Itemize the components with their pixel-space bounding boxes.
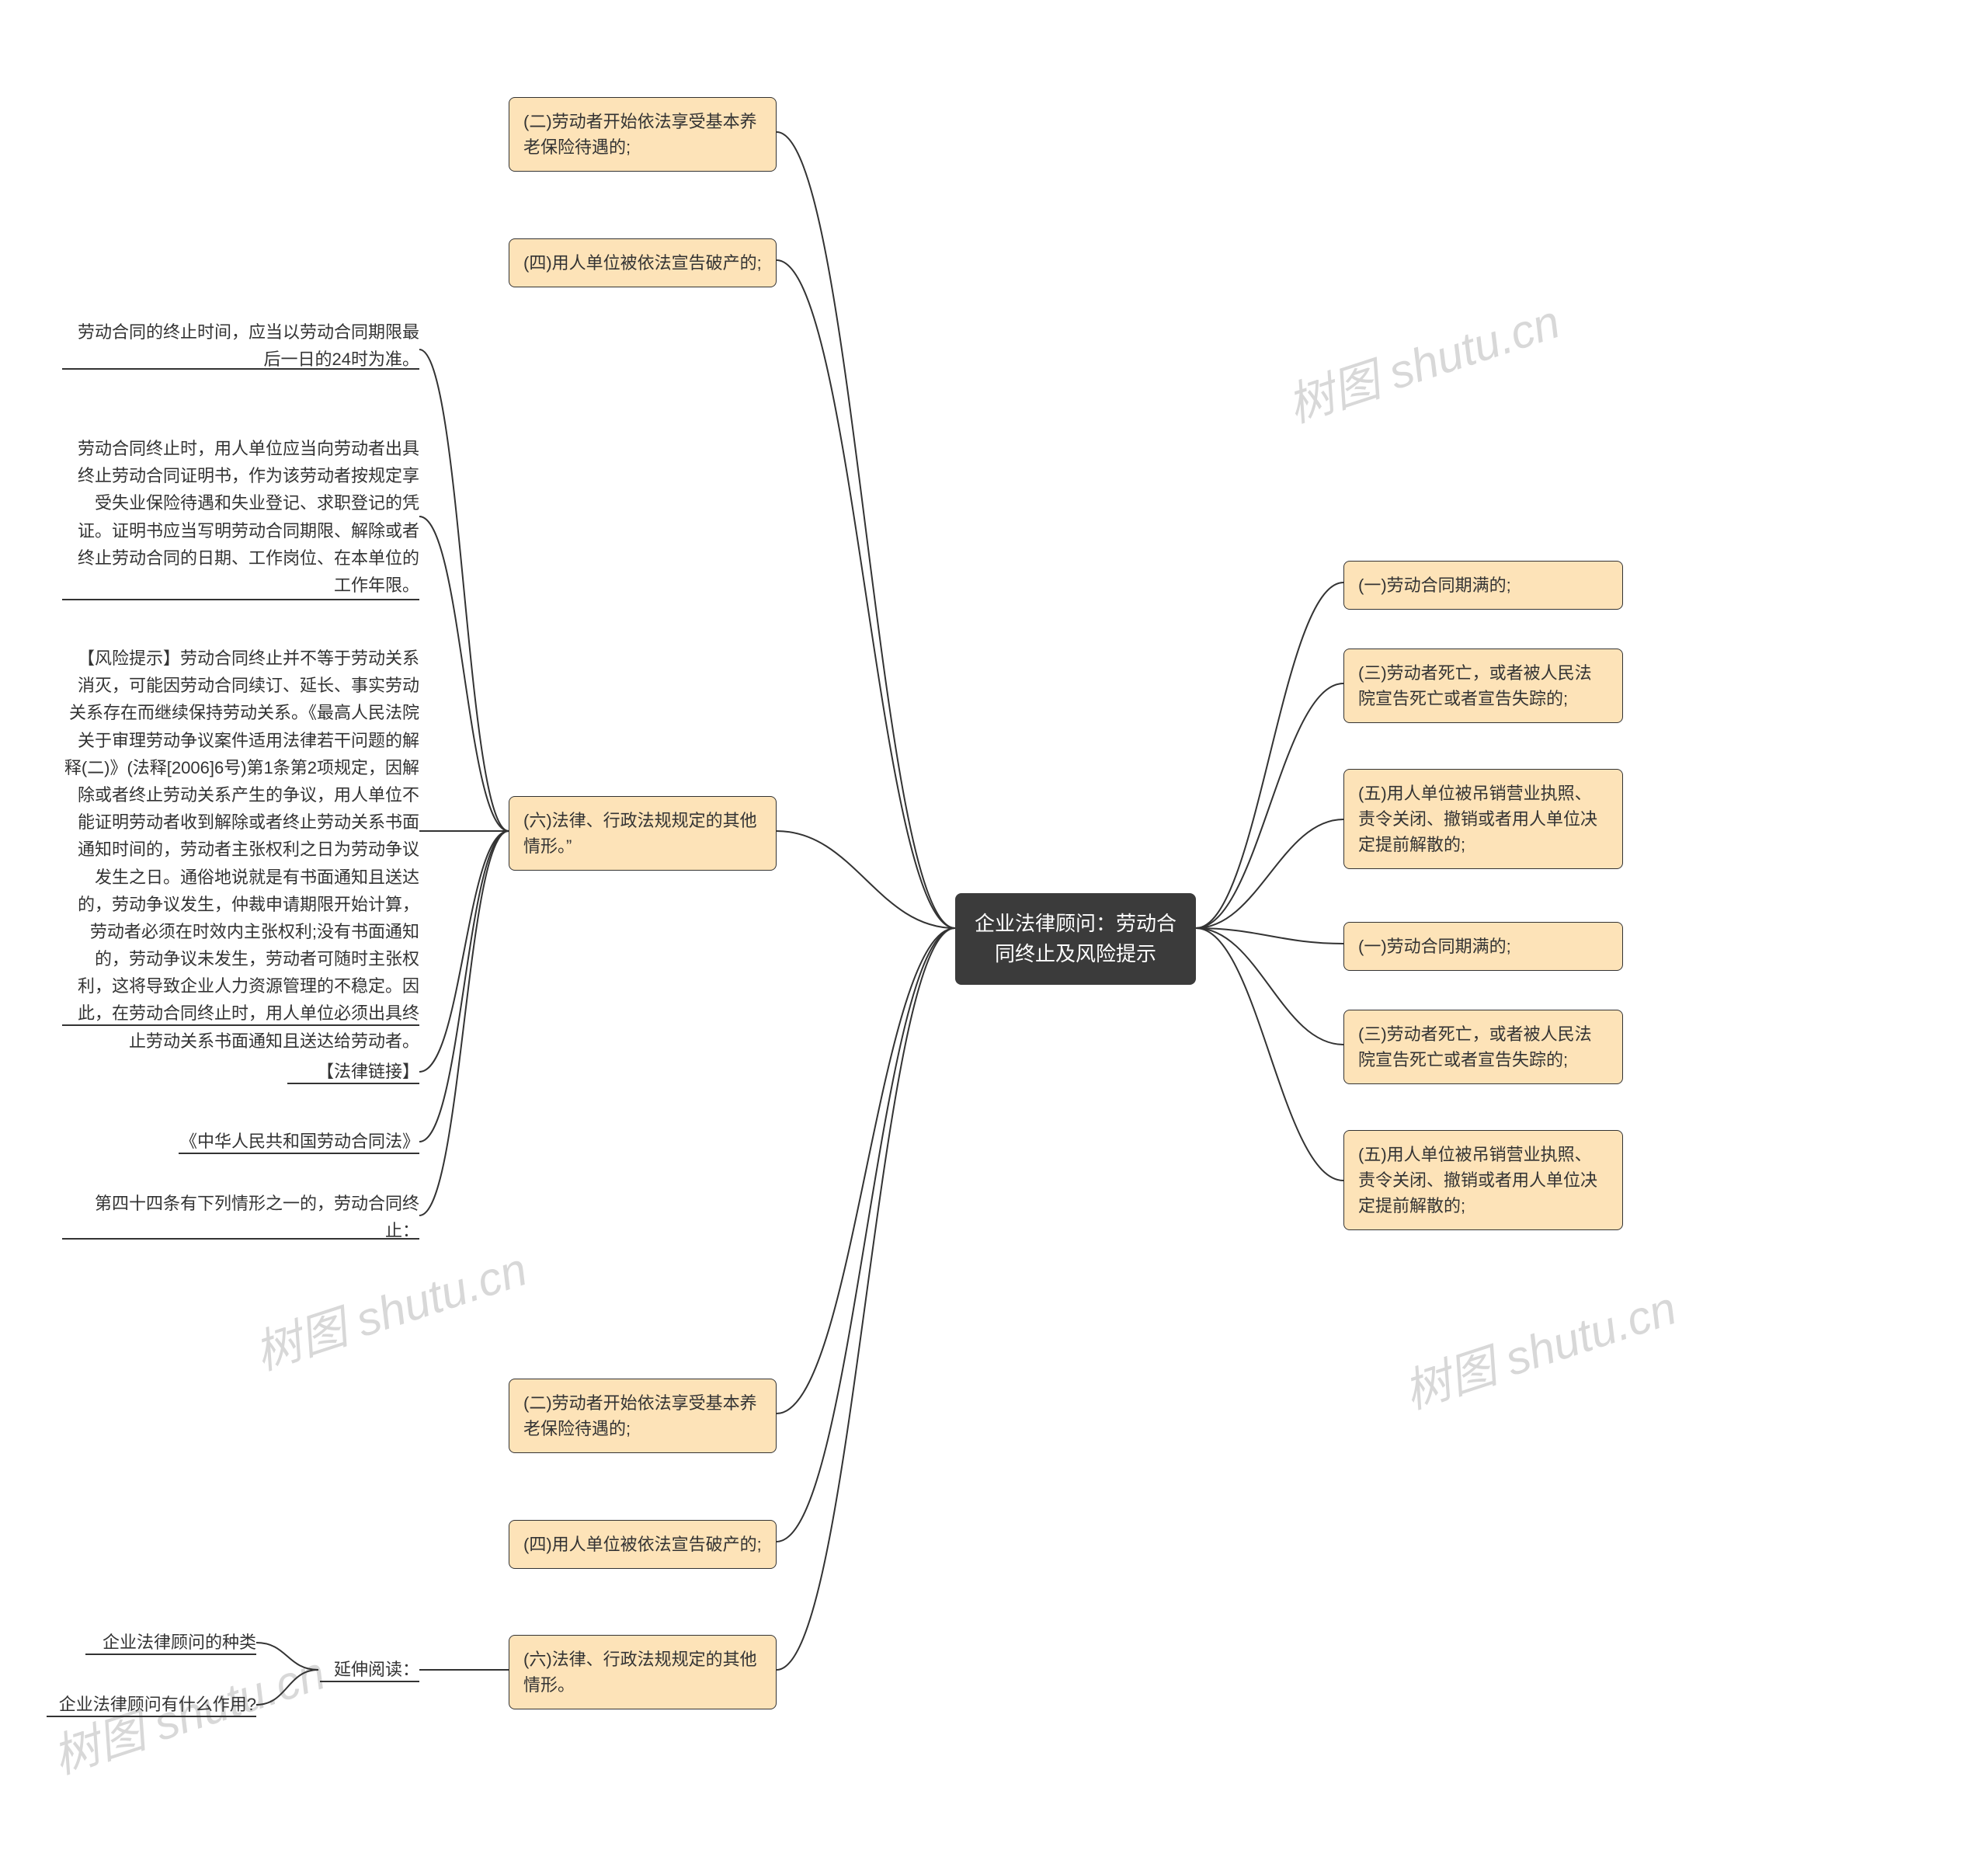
right-node-4[interactable]: (一)劳动合同期满的; xyxy=(1343,922,1623,971)
right-node-3[interactable]: (五)用人单位被吊销营业执照、责令关闭、撤销或者用人单位决定提前解散的; xyxy=(1343,769,1623,869)
left-node-6[interactable]: (六)法律、行政法规规定的其他情形。 xyxy=(509,1635,777,1709)
node-label: (一)劳动合同期满的; xyxy=(1358,937,1511,956)
node-label: (三)劳动者死亡，或者被人民法院宣告死亡或者宣告失踪的; xyxy=(1358,663,1592,708)
l3-child-6: 第四十四条有下列情形之一的，劳动合同终止： xyxy=(62,1190,419,1244)
watermark: 树图 shutu.cn xyxy=(1277,284,1567,436)
l3-child-2: 劳动合同终止时，用人单位应当向劳动者出具终止劳动合同证明书，作为该劳动者按规定享… xyxy=(62,435,419,599)
node-label: (二)劳动者开始依法享受基本养老保险待遇的; xyxy=(523,1393,757,1438)
right-node-6[interactable]: (五)用人单位被吊销营业执照、责令关闭、撤销或者用人单位决定提前解散的; xyxy=(1343,1130,1623,1230)
l3-child-5: 《中华人民共和国劳动合同法》 xyxy=(62,1128,419,1155)
right-node-5[interactable]: (三)劳动者死亡，或者被人民法院宣告死亡或者宣告失踪的; xyxy=(1343,1010,1623,1084)
left-node-2[interactable]: (四)用人单位被依法宣告破产的; xyxy=(509,238,777,287)
node-label: (四)用人单位被依法宣告破产的; xyxy=(523,253,762,273)
root-node[interactable]: 企业法律顾问：劳动合同终止及风险提示 xyxy=(955,893,1196,985)
left-node-1[interactable]: (二)劳动者开始依法享受基本养老保险待遇的; xyxy=(509,97,777,172)
node-label: (五)用人单位被吊销营业执照、责令关闭、撤销或者用人单位决定提前解散的; xyxy=(1358,1145,1597,1215)
right-node-2[interactable]: (三)劳动者死亡，或者被人民法院宣告死亡或者宣告失踪的; xyxy=(1343,649,1623,723)
node-label: (三)劳动者死亡，或者被人民法院宣告死亡或者宣告失踪的; xyxy=(1358,1024,1592,1069)
node-label: (六)法律、行政法规规定的其他情形。” xyxy=(523,811,757,856)
l3-child-3: 【风险提示】劳动合同终止并不等于劳动关系消灭，可能因劳动合同续订、延长、事实劳动… xyxy=(62,645,419,1055)
left-node-4[interactable]: (二)劳动者开始依法享受基本养老保险待遇的; xyxy=(509,1379,777,1453)
l3-child-1: 劳动合同的终止时间，应当以劳动合同期限最后一日的24时为准。 xyxy=(62,318,419,373)
node-label: (二)劳动者开始依法享受基本养老保险待遇的; xyxy=(523,112,757,157)
left-node-5[interactable]: (四)用人单位被依法宣告破产的; xyxy=(509,1520,777,1569)
watermark: 树图 shutu.cn xyxy=(245,1232,534,1383)
l6a-child-2: 企业法律顾问有什么作用? xyxy=(47,1691,256,1718)
root-label: 企业法律顾问：劳动合同终止及风险提示 xyxy=(975,912,1176,965)
left-node-3[interactable]: (六)法律、行政法规规定的其他情形。” xyxy=(509,796,777,871)
right-node-1[interactable]: (一)劳动合同期满的; xyxy=(1343,561,1623,610)
l6a-child-1: 企业法律顾问的种类 xyxy=(47,1629,256,1656)
watermark: 树图 shutu.cn xyxy=(1394,1271,1684,1422)
l6-child-extend: 延伸阅读： xyxy=(320,1656,419,1683)
l3-child-4: 【法律链接】 xyxy=(62,1058,419,1085)
node-label: (六)法律、行政法规规定的其他情形。 xyxy=(523,1650,757,1695)
node-label: (一)劳动合同期满的; xyxy=(1358,576,1511,595)
node-label: (五)用人单位被吊销营业执照、责令关闭、撤销或者用人单位决定提前解散的; xyxy=(1358,784,1597,854)
node-label: (四)用人单位被依法宣告破产的; xyxy=(523,1535,762,1554)
